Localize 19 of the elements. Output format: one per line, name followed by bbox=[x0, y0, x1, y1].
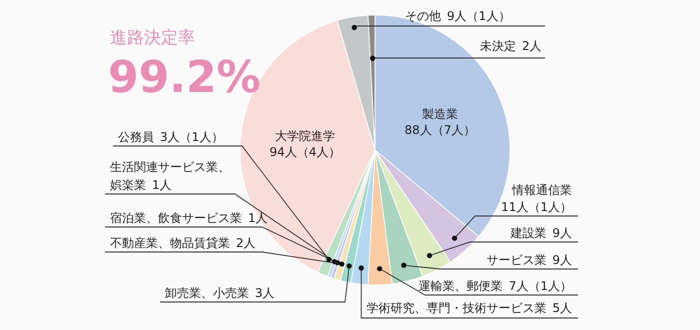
data-label: 11人（1人） bbox=[501, 200, 572, 214]
slice-label: サービス業 9人 bbox=[486, 253, 572, 267]
data-label: 88人（7人） bbox=[404, 123, 476, 137]
text: 進路決定率 bbox=[110, 28, 195, 48]
slice-label: 製造業 bbox=[422, 107, 458, 121]
slice-label: 公務員 3人（1人） bbox=[118, 130, 224, 144]
slice-label: 建設業 9人 bbox=[509, 226, 572, 240]
slice-label: 未決定 2人 bbox=[480, 39, 542, 53]
slice-label: 生活関連サービス業、娯楽業 1人 bbox=[110, 160, 230, 192]
text: 99.2% bbox=[108, 52, 261, 103]
slice-label: 不動産業、物品賃貸業 2人 bbox=[110, 236, 256, 250]
slice-label: 宿泊業、飲食サービス業 1人 bbox=[110, 211, 268, 225]
slice-label: 卸売業、小売業 3人 bbox=[165, 286, 275, 300]
slice-label: 学術研究、専門・技術サービス業 5人 bbox=[366, 301, 572, 315]
slice-label: 情報通信業 bbox=[511, 183, 572, 197]
slice-label: 運輸業、郵便業 7人（1人） bbox=[418, 279, 572, 293]
data-label: 94人（4人） bbox=[270, 145, 340, 159]
slice-label: その他 9人（1人） bbox=[405, 9, 510, 23]
slice-label: 大学院進学 bbox=[275, 129, 335, 143]
